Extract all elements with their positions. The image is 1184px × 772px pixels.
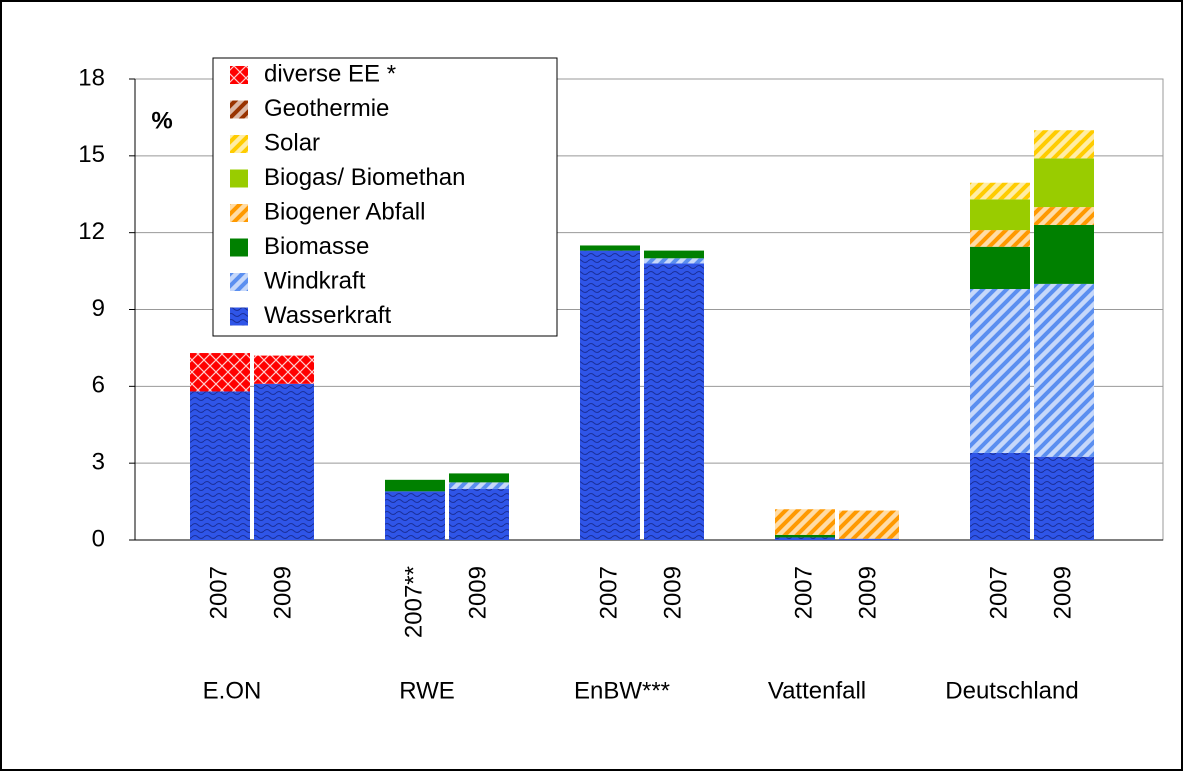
legend-label: Biogas/ Biomethan (264, 164, 465, 191)
y-tick-label: 6 (92, 372, 105, 399)
bar-segment (1034, 224, 1094, 284)
bar-segment (190, 391, 250, 540)
bar-segment (839, 538, 899, 540)
x-tick-label: 2007 (205, 566, 232, 619)
x-tick-label: 2007** (400, 566, 427, 638)
y-tick-label: 18 (78, 64, 105, 91)
legend-label: Biogener Abfall (264, 198, 425, 225)
group-label: RWE (399, 677, 455, 704)
legend-swatch (230, 169, 248, 188)
legend-label: Solar (264, 129, 320, 156)
group-label: EnBW*** (574, 677, 670, 704)
bar-segment (839, 510, 899, 539)
x-tick-label: 2009 (854, 566, 881, 619)
legend-label: Windkraft (264, 267, 366, 294)
bar-segment (775, 509, 835, 535)
bar-segment (644, 263, 704, 540)
y-tick-label: 3 (92, 449, 105, 476)
bar-segment (970, 452, 1030, 540)
bar-segment (644, 250, 704, 259)
bar-segment (970, 182, 1030, 200)
legend-swatch (230, 66, 248, 84)
legend-swatch (230, 204, 248, 222)
x-tick-label: 2007 (595, 566, 622, 619)
bar-segment (970, 199, 1030, 231)
legend: diverse EE * Geothermie Solar Biogas/ Biome… (212, 57, 558, 337)
y-tick-label: 15 (78, 141, 105, 168)
group-label: E.ON (203, 677, 262, 704)
y-axis-label: % (151, 107, 172, 134)
y-tick-label: 12 (78, 218, 105, 245)
y-tick-label: 9 (92, 295, 105, 322)
bar-segment (775, 534, 835, 538)
bar-segment (254, 383, 314, 540)
legend-label: Geothermie (264, 95, 389, 122)
legend-label: Wasserkraft (264, 302, 391, 329)
bar-segment (254, 355, 314, 384)
x-tick-label: 2009 (659, 566, 686, 619)
group-label: Vattenfall (768, 677, 866, 704)
bar-segment (1034, 207, 1094, 225)
x-tick-label: 2009 (269, 566, 296, 619)
legend-swatch (230, 135, 248, 153)
legend-swatch (230, 238, 248, 257)
bar-segment (970, 230, 1030, 247)
bar-segment (1034, 130, 1094, 159)
x-tick-label: 2007 (985, 566, 1012, 619)
bar-segment (449, 488, 509, 540)
legend-label: Biomasse (264, 233, 369, 260)
bar-segment (1034, 283, 1094, 457)
bar-segment (385, 479, 445, 492)
bar-segment (385, 491, 445, 540)
bar-segment (580, 250, 640, 540)
bar-segment (190, 353, 250, 392)
legend-box (212, 57, 558, 337)
bar-segment (970, 246, 1030, 290)
bar-segment (775, 537, 835, 540)
x-tick-label: 2007 (790, 566, 817, 619)
legend-swatch (230, 307, 248, 326)
legend-label: diverse EE * (264, 60, 396, 87)
bar-segment (449, 473, 509, 483)
group-label: Deutschland (945, 677, 1078, 704)
bar-segment (970, 289, 1030, 453)
bar-segment (1034, 456, 1094, 540)
x-tick-label: 2009 (1049, 566, 1076, 619)
x-tick-label: 2009 (464, 566, 491, 619)
bar-segment (1034, 158, 1094, 208)
legend-swatch (230, 273, 248, 291)
y-tick-label: 0 (92, 525, 105, 552)
bar-segment (449, 482, 509, 489)
bar-segment (644, 258, 704, 264)
bar-segment (580, 245, 640, 251)
legend-swatch (230, 100, 248, 119)
